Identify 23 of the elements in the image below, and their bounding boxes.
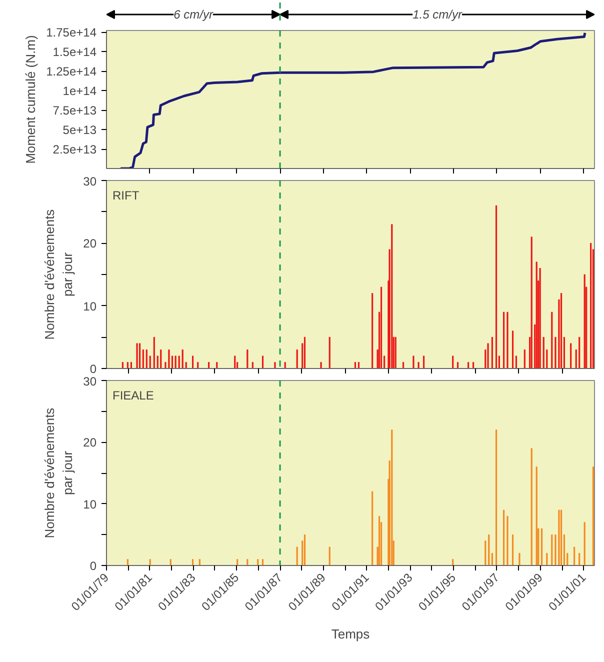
y-tick-label: 1.5e+14 — [52, 45, 97, 60]
y-tick-label: 20 — [83, 236, 97, 251]
y-tick-label: 30 — [83, 174, 97, 188]
y-tick-label: 2.5e+13 — [52, 142, 97, 157]
y-tick-label: 1.75e+14 — [46, 26, 97, 40]
y-axis-title: Nombre d'événements par jour — [42, 407, 76, 538]
y-axis-title: Moment cumulé (N.m) — [23, 35, 38, 164]
text: 6 cm/yr — [174, 8, 214, 22]
y-tick-label: 5e+13 — [62, 123, 97, 138]
y-axis-title: Nombre d'événements par jour — [42, 208, 76, 340]
y-tick-label: 30 — [83, 374, 97, 388]
text: FIEALE — [112, 388, 154, 402]
text: 1.5 cm/yr — [412, 8, 463, 22]
x-axis-title: Temps — [331, 626, 370, 642]
y-tick-label: 10 — [83, 497, 97, 512]
y-tick-label: 1.25e+14 — [46, 64, 97, 79]
y-tick-label: 20 — [83, 436, 97, 450]
y-tick-label: 10 — [83, 299, 97, 314]
y-tick-label: 1e+14 — [62, 84, 97, 98]
y-tick-label: 0 — [90, 362, 97, 376]
y-tick-label: 0 — [90, 559, 97, 573]
text: RIFT — [112, 188, 140, 202]
y-tick-label: 7.5e+13 — [52, 104, 97, 118]
